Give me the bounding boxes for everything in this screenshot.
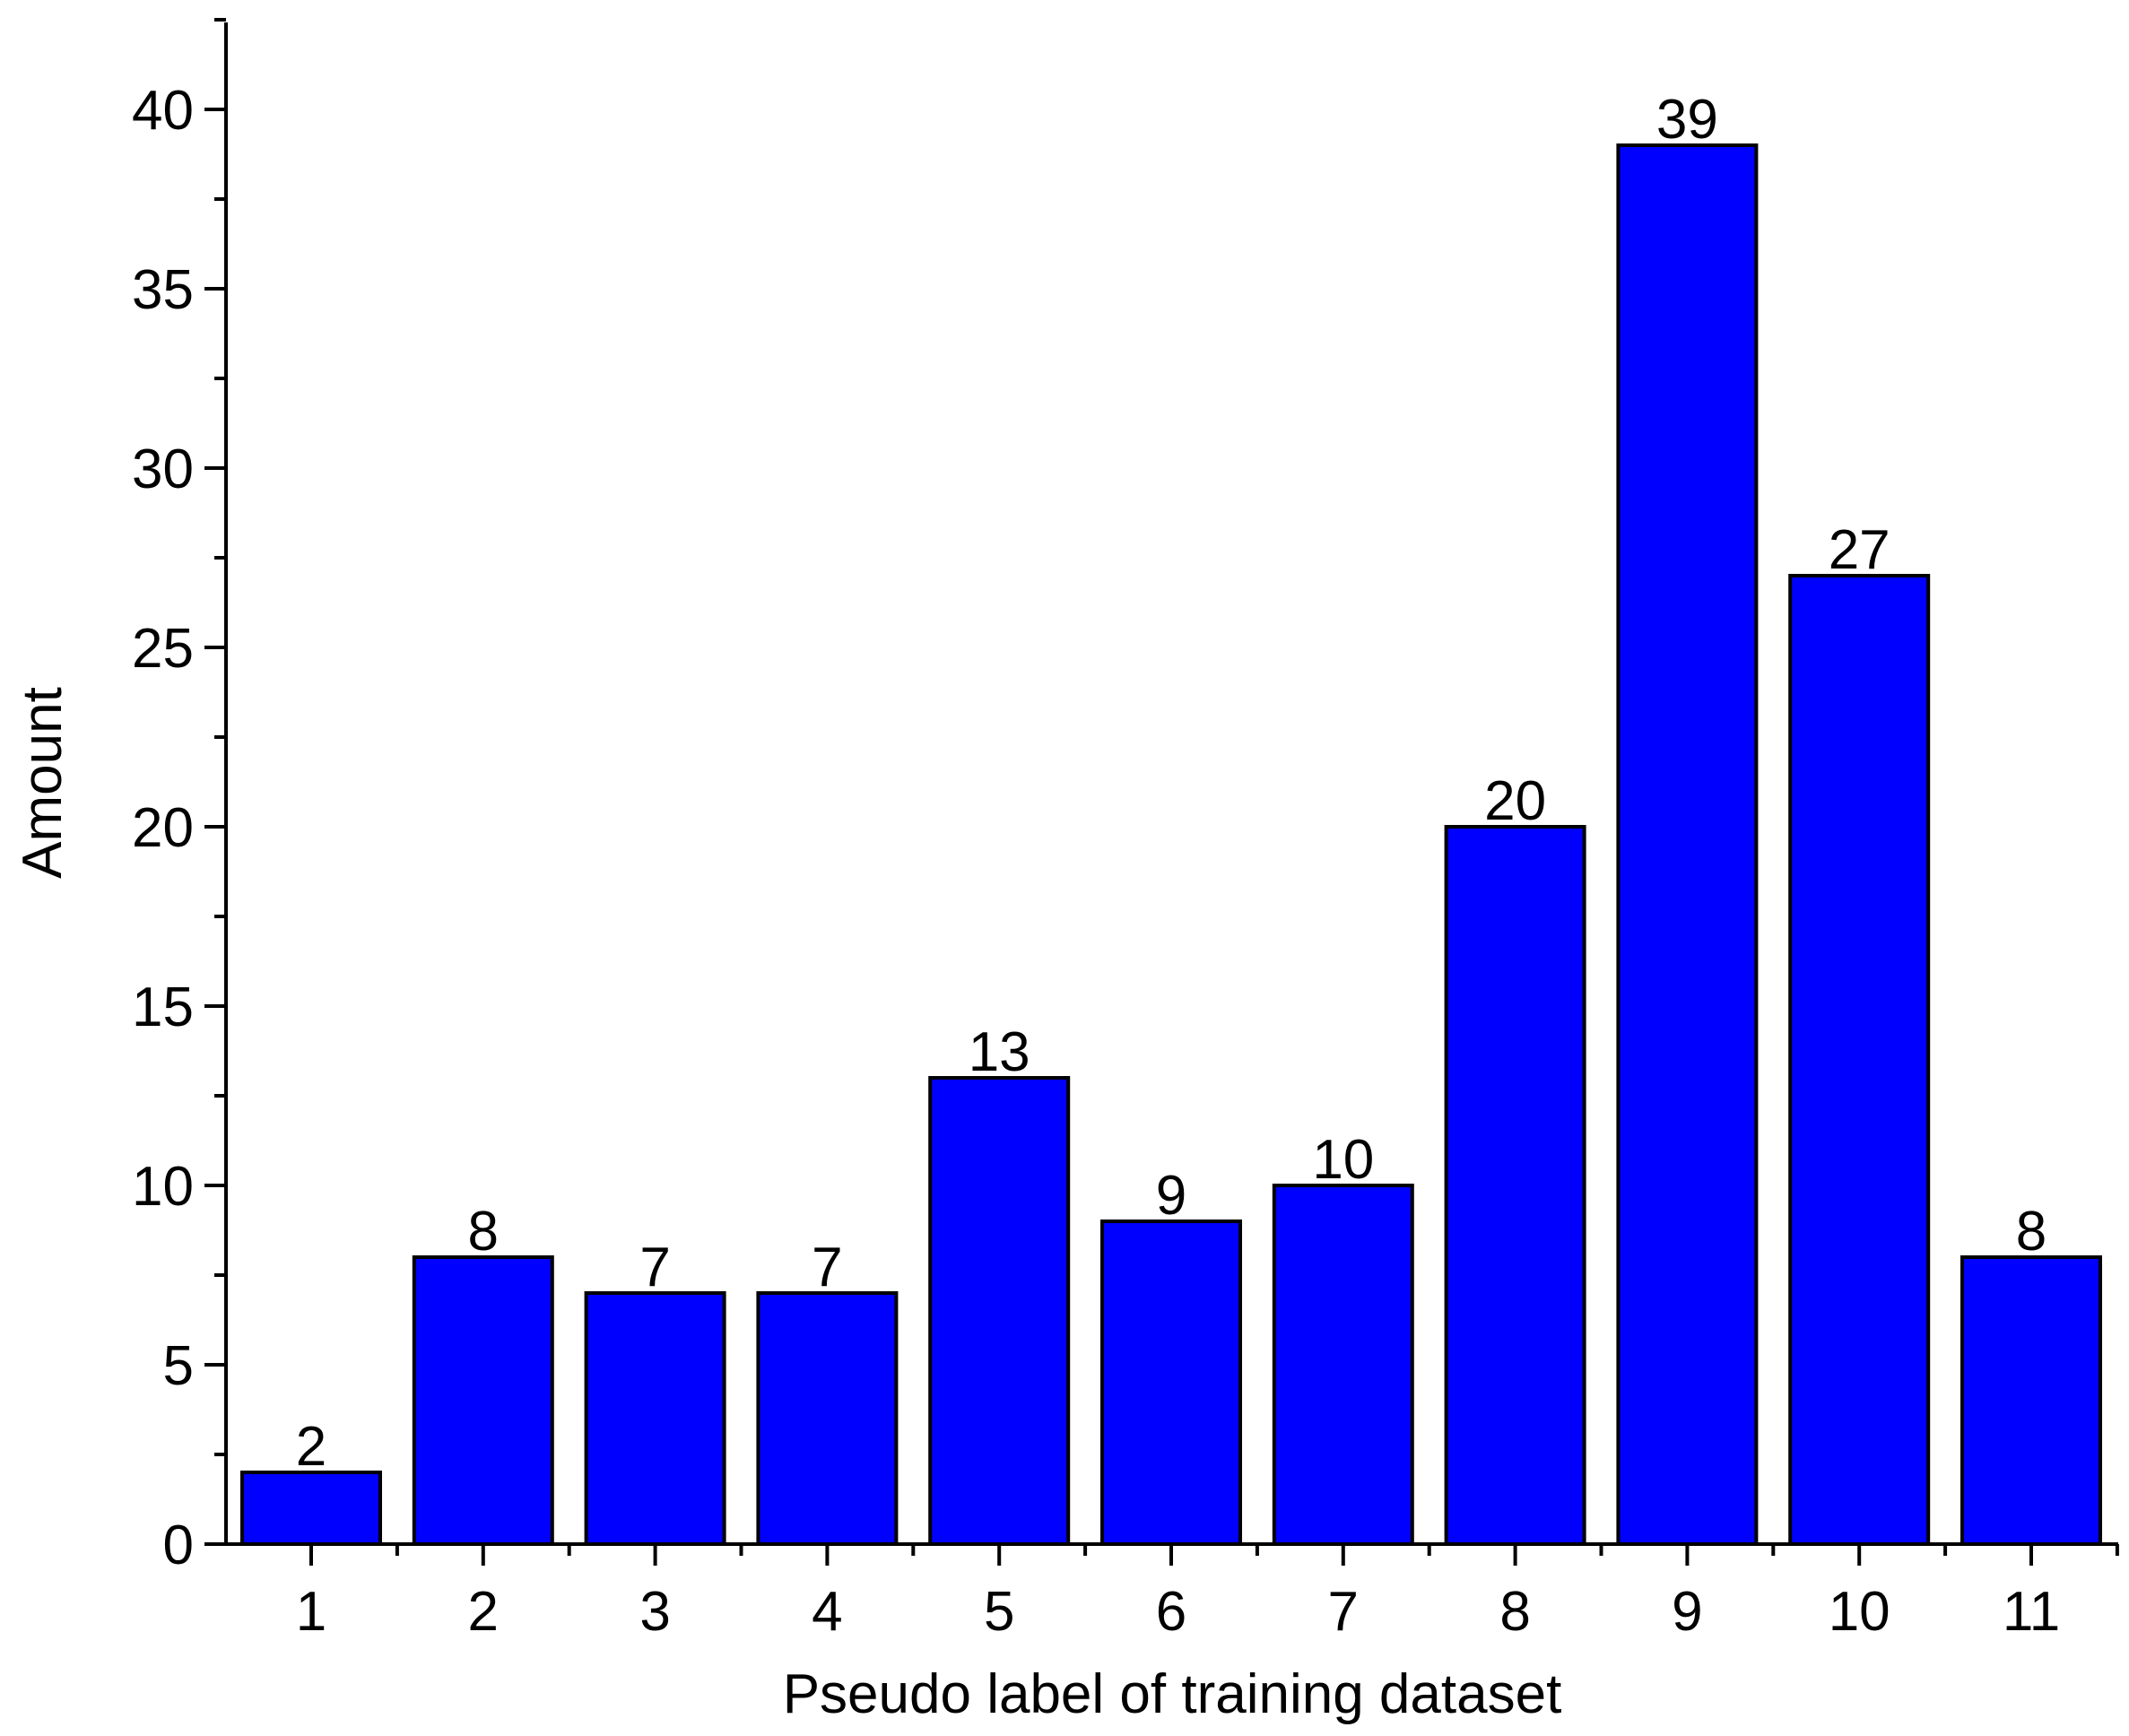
bar-1 <box>240 1471 382 1546</box>
y-tick-label: 10 <box>132 1156 194 1218</box>
data-label-1: 2 <box>296 1416 326 1478</box>
y-axis-title: Amount <box>12 687 74 879</box>
x-tick-label-7: 7 <box>1328 1581 1359 1643</box>
y-tick-label: 15 <box>132 976 194 1038</box>
data-label-5: 13 <box>969 1021 1030 1083</box>
x-tick-label-4: 4 <box>812 1581 842 1643</box>
bar-10 <box>1788 574 1931 1546</box>
y-tick-label: 30 <box>132 438 194 500</box>
data-label-6: 9 <box>1156 1165 1186 1227</box>
data-label-2: 8 <box>468 1201 499 1263</box>
bar-2 <box>412 1255 554 1546</box>
bar-11 <box>1960 1255 2102 1546</box>
data-labels: 2 8 7 7 13 9 10 20 39 27 8 <box>296 89 2046 1478</box>
bar-5 <box>928 1076 1071 1546</box>
x-tick-label-8: 8 <box>1499 1581 1530 1643</box>
x-axis-ticks: 1 2 3 4 5 6 7 8 9 10 11 <box>296 1544 2119 1643</box>
y-tick-label: 40 <box>132 80 194 142</box>
x-tick-label-5: 5 <box>984 1581 1014 1643</box>
data-label-3: 7 <box>639 1237 670 1298</box>
y-tick-label: 20 <box>132 797 194 859</box>
x-tick-label-9: 9 <box>1672 1581 1702 1643</box>
bar-8 <box>1444 825 1586 1546</box>
data-label-4: 7 <box>812 1237 842 1298</box>
x-tick-label-2: 2 <box>468 1581 499 1643</box>
x-tick-label-11: 11 <box>2003 1581 2060 1643</box>
y-tick-label: 35 <box>132 259 194 321</box>
x-tick-label-6: 6 <box>1156 1581 1186 1643</box>
data-label-9: 39 <box>1656 89 1718 151</box>
bar-4 <box>756 1291 899 1546</box>
bar-7 <box>1272 1184 1414 1546</box>
bars <box>240 143 2102 1546</box>
data-label-7: 10 <box>1312 1129 1374 1191</box>
y-tick-label: 5 <box>163 1335 194 1397</box>
y-tick-label: 0 <box>163 1515 194 1576</box>
data-label-10: 27 <box>1829 519 1890 581</box>
bar-9 <box>1616 143 1759 1546</box>
x-axis-title: Pseudo label of training dataset <box>783 1663 1562 1725</box>
data-label-8: 20 <box>1484 770 1546 832</box>
x-tick-label-3: 3 <box>639 1581 670 1643</box>
x-tick-label-10: 10 <box>1829 1581 1890 1643</box>
bar-3 <box>584 1291 726 1546</box>
data-label-11: 8 <box>2016 1201 2046 1263</box>
y-tick-label: 25 <box>132 618 194 680</box>
x-tick-label-1: 1 <box>296 1581 326 1643</box>
y-axis-ticks: 0 5 10 15 20 25 30 35 40 <box>132 18 226 1576</box>
bar-6 <box>1100 1220 1242 1546</box>
